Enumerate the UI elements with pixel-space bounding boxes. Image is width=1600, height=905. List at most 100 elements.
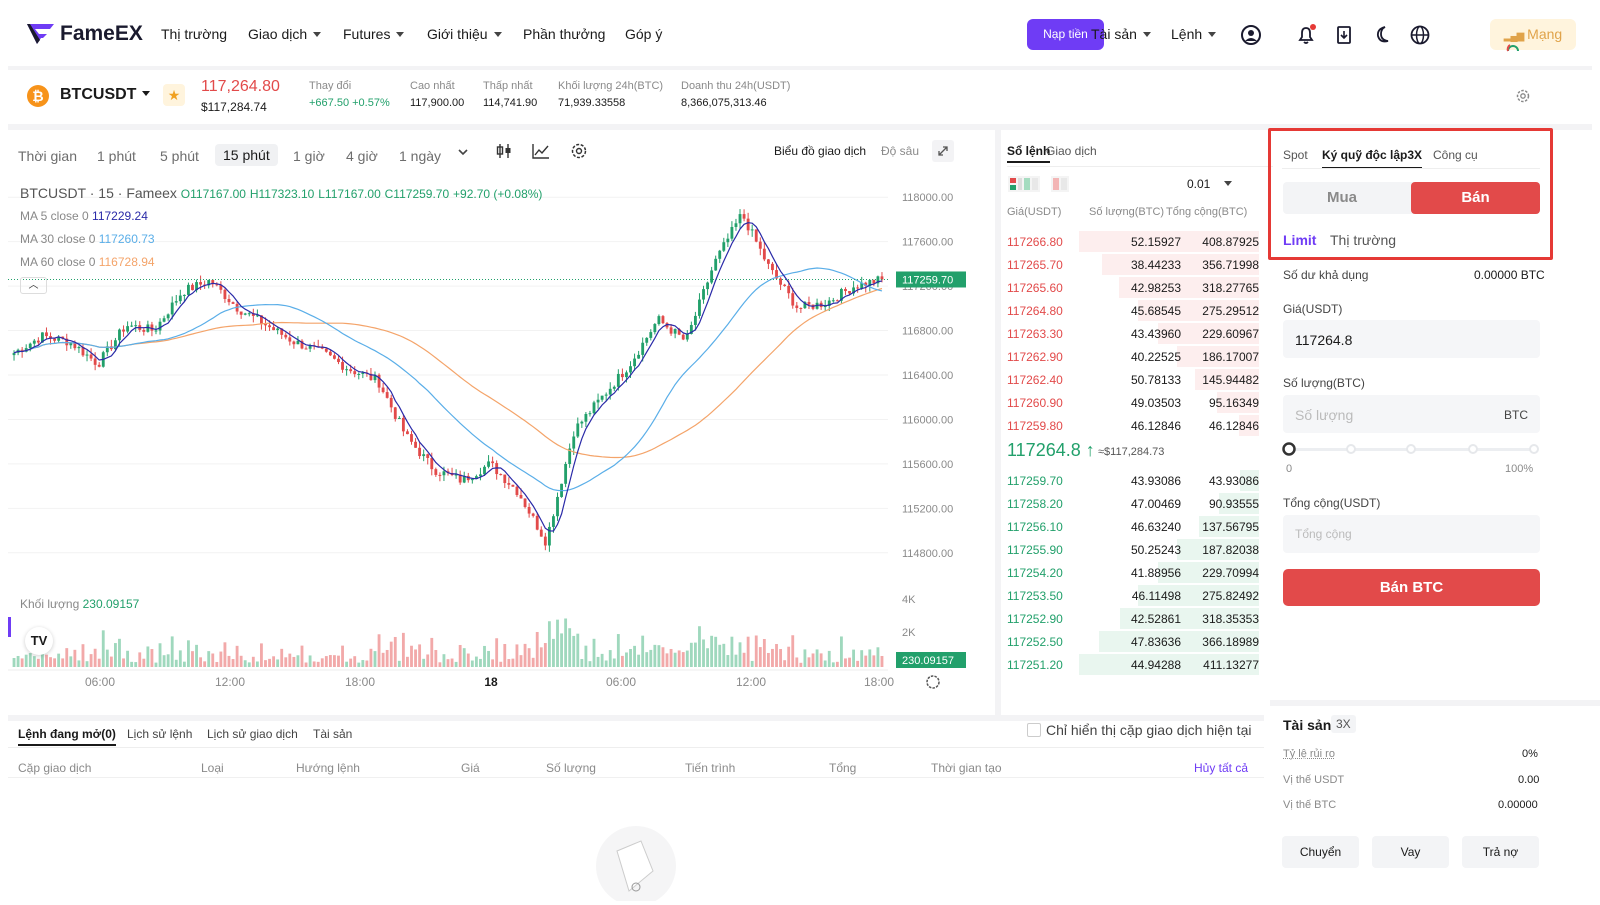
bid-row[interactable]: 117259.70 43.93086 43.93086 bbox=[1007, 469, 1267, 492]
download-icon[interactable] bbox=[1333, 24, 1355, 46]
pair-selector[interactable]: BTCUSDT bbox=[60, 86, 151, 104]
nav-about[interactable]: Giới thiệu bbox=[427, 26, 502, 42]
ask-row[interactable]: 117265.60 42.98253 318.27765 bbox=[1007, 276, 1267, 299]
nav-orders[interactable]: Lệnh bbox=[1171, 26, 1217, 42]
risk-ratio-label[interactable]: Tỷ lệ rủi ro bbox=[1283, 748, 1335, 760]
expand-icon bbox=[938, 146, 948, 156]
tradingview-logo-icon[interactable]: TV bbox=[25, 627, 53, 655]
tab-assets[interactable]: Tài sản bbox=[313, 727, 353, 741]
timeframe-4h[interactable]: 4 giờ bbox=[346, 148, 378, 164]
tab-order-history[interactable]: Lịch sử lệnh bbox=[127, 727, 193, 741]
network-status-button[interactable]: ▂▄▆ Mạng bbox=[1490, 19, 1576, 50]
volume-bar bbox=[45, 654, 48, 667]
ask-row[interactable]: 117264.80 45.68545 275.29512 bbox=[1007, 299, 1267, 322]
slider-thumb[interactable] bbox=[1282, 442, 1296, 456]
nav-markets[interactable]: Thị trường bbox=[161, 26, 228, 42]
sell-toggle-button[interactable]: Bán bbox=[1411, 182, 1540, 214]
candle-body bbox=[369, 373, 373, 381]
buy-toggle-button[interactable]: Mua bbox=[1327, 189, 1357, 206]
candle-body bbox=[499, 474, 503, 476]
ask-row[interactable]: 117262.40 50.78133 145.94482 bbox=[1007, 368, 1267, 391]
depth-bar bbox=[1079, 654, 1259, 675]
nav-assets[interactable]: Tài sản bbox=[1091, 26, 1151, 42]
precision-select[interactable]: 0.01 bbox=[1187, 174, 1249, 194]
bid-row[interactable]: 117255.90 50.25243 187.82038 bbox=[1007, 538, 1267, 561]
collapse-legend-icon[interactable]: ︿ bbox=[20, 277, 47, 294]
candle-body bbox=[349, 369, 353, 372]
globe-icon[interactable] bbox=[1409, 24, 1431, 46]
total-input[interactable]: Tổng cộng bbox=[1283, 515, 1540, 553]
ask-row[interactable]: 117259.80 46.12846 46.12846 bbox=[1007, 414, 1267, 437]
transfer-button[interactable]: Chuyển bbox=[1282, 836, 1359, 868]
drawing-toolbar-handle[interactable] bbox=[8, 617, 11, 637]
row-amount: 45.68545 bbox=[1130, 304, 1181, 318]
chart-settings-icon[interactable] bbox=[570, 142, 588, 160]
settings-gear-icon[interactable] bbox=[1515, 88, 1531, 104]
ask-row[interactable]: 117263.30 43.43960 229.60967 bbox=[1007, 322, 1267, 345]
tab-trade-history[interactable]: Lịch sử giao dịch bbox=[207, 727, 298, 741]
bid-row[interactable]: 117254.20 41.88956 229.70994 bbox=[1007, 561, 1267, 584]
timeframe-1m[interactable]: 1 phút bbox=[97, 148, 136, 164]
deposit-button[interactable]: Nạp tiền bbox=[1027, 19, 1104, 50]
quantity-input[interactable]: Số lượng BTC bbox=[1283, 395, 1540, 433]
volume-bar bbox=[61, 658, 65, 667]
indicator-icon[interactable] bbox=[531, 142, 551, 160]
timeframe-1d[interactable]: 1 ngày bbox=[399, 148, 442, 164]
tab-order-book[interactable]: Sổ lệnh bbox=[1007, 144, 1051, 163]
nav-rewards[interactable]: Phần thưởng bbox=[523, 26, 606, 42]
tab-market-trades[interactable]: Giao dịch bbox=[1046, 144, 1097, 158]
tab-trading-chart[interactable]: Biểu đồ giao dịch bbox=[774, 144, 867, 158]
candle-body bbox=[146, 324, 150, 332]
moon-icon[interactable] bbox=[1371, 24, 1393, 46]
current-pair-checkbox[interactable] bbox=[1027, 723, 1041, 737]
order-type-limit[interactable]: Limit bbox=[1283, 232, 1317, 248]
ask-row[interactable]: 117265.70 38.44233 356.71998 bbox=[1007, 253, 1267, 276]
timeframe-1h[interactable]: 1 giờ bbox=[293, 148, 325, 164]
bid-row[interactable]: 117252.90 42.52861 318.35353 bbox=[1007, 607, 1267, 630]
ask-row[interactable]: 117260.90 49.03503 95.16349 bbox=[1007, 391, 1267, 414]
timeframe-15m[interactable]: 15 phút bbox=[215, 144, 278, 166]
fameex-logo[interactable]: FameEX bbox=[26, 22, 143, 46]
bid-row[interactable]: 117252.50 47.83636 366.18989 bbox=[1007, 630, 1267, 653]
ask-row[interactable]: 117266.80 52.15927 408.87925 bbox=[1007, 230, 1267, 253]
cancel-all-button[interactable]: Hủy tất cả bbox=[1194, 761, 1249, 775]
timeframe-5m[interactable]: 5 phút bbox=[160, 148, 199, 164]
sell-btc-button[interactable]: Bán BTC bbox=[1283, 569, 1540, 606]
nav-futures[interactable]: Futures bbox=[343, 26, 405, 42]
volume-bar bbox=[69, 656, 73, 667]
favorite-star-icon[interactable]: ★ bbox=[163, 84, 185, 106]
tab-depth-chart[interactable]: Độ sâu bbox=[881, 144, 920, 158]
candle-type-icon[interactable] bbox=[495, 142, 513, 160]
book-both-icon[interactable] bbox=[1007, 175, 1027, 193]
nav-feedback[interactable]: Góp ý bbox=[625, 26, 663, 42]
book-asks-icon[interactable] bbox=[1050, 175, 1070, 193]
ask-row[interactable]: 117262.90 40.22525 186.17007 bbox=[1007, 345, 1267, 368]
book-bids-icon[interactable] bbox=[1021, 175, 1041, 193]
tab-open-orders[interactable]: Lệnh đang mở(0) bbox=[18, 727, 116, 746]
order-type-market[interactable]: Thị trường bbox=[1330, 232, 1397, 248]
volume-bar bbox=[608, 650, 612, 667]
nav-trade[interactable]: Giao dịch bbox=[248, 26, 322, 42]
price-input[interactable]: 117264.8 bbox=[1283, 320, 1540, 358]
fullscreen-icon[interactable] bbox=[932, 140, 954, 162]
time-axis-tick: 12:00 bbox=[736, 675, 766, 689]
axis-settings-icon[interactable] bbox=[926, 675, 940, 689]
tab-isolated-margin[interactable]: Ký quỹ độc lập3X bbox=[1322, 148, 1423, 169]
candle-body bbox=[771, 263, 774, 271]
candlestick-chart[interactable]: 118000.00117600.00117200.00116800.001164… bbox=[8, 130, 1001, 715]
divider bbox=[8, 747, 1264, 748]
candle-body bbox=[223, 289, 227, 299]
amount-slider[interactable] bbox=[1281, 441, 1543, 459]
tab-spot[interactable]: Spot bbox=[1283, 148, 1308, 162]
bid-row[interactable]: 117253.50 46.11498 275.82492 bbox=[1007, 584, 1267, 607]
bid-row[interactable]: 117256.10 46.63240 137.56795 bbox=[1007, 515, 1267, 538]
tab-tools[interactable]: Công cụ bbox=[1433, 148, 1478, 162]
borrow-button[interactable]: Vay bbox=[1372, 836, 1449, 868]
user-icon[interactable] bbox=[1240, 24, 1262, 46]
timeframe-time[interactable]: Thời gian bbox=[18, 148, 77, 164]
chevron-down-icon[interactable] bbox=[457, 146, 469, 158]
bell-icon[interactable] bbox=[1295, 24, 1317, 46]
bid-row[interactable]: 117258.20 47.00469 90.93555 bbox=[1007, 492, 1267, 515]
repay-button[interactable]: Trả nợ bbox=[1462, 836, 1539, 868]
bid-row[interactable]: 117251.20 44.94288 411.13277 bbox=[1007, 653, 1267, 676]
